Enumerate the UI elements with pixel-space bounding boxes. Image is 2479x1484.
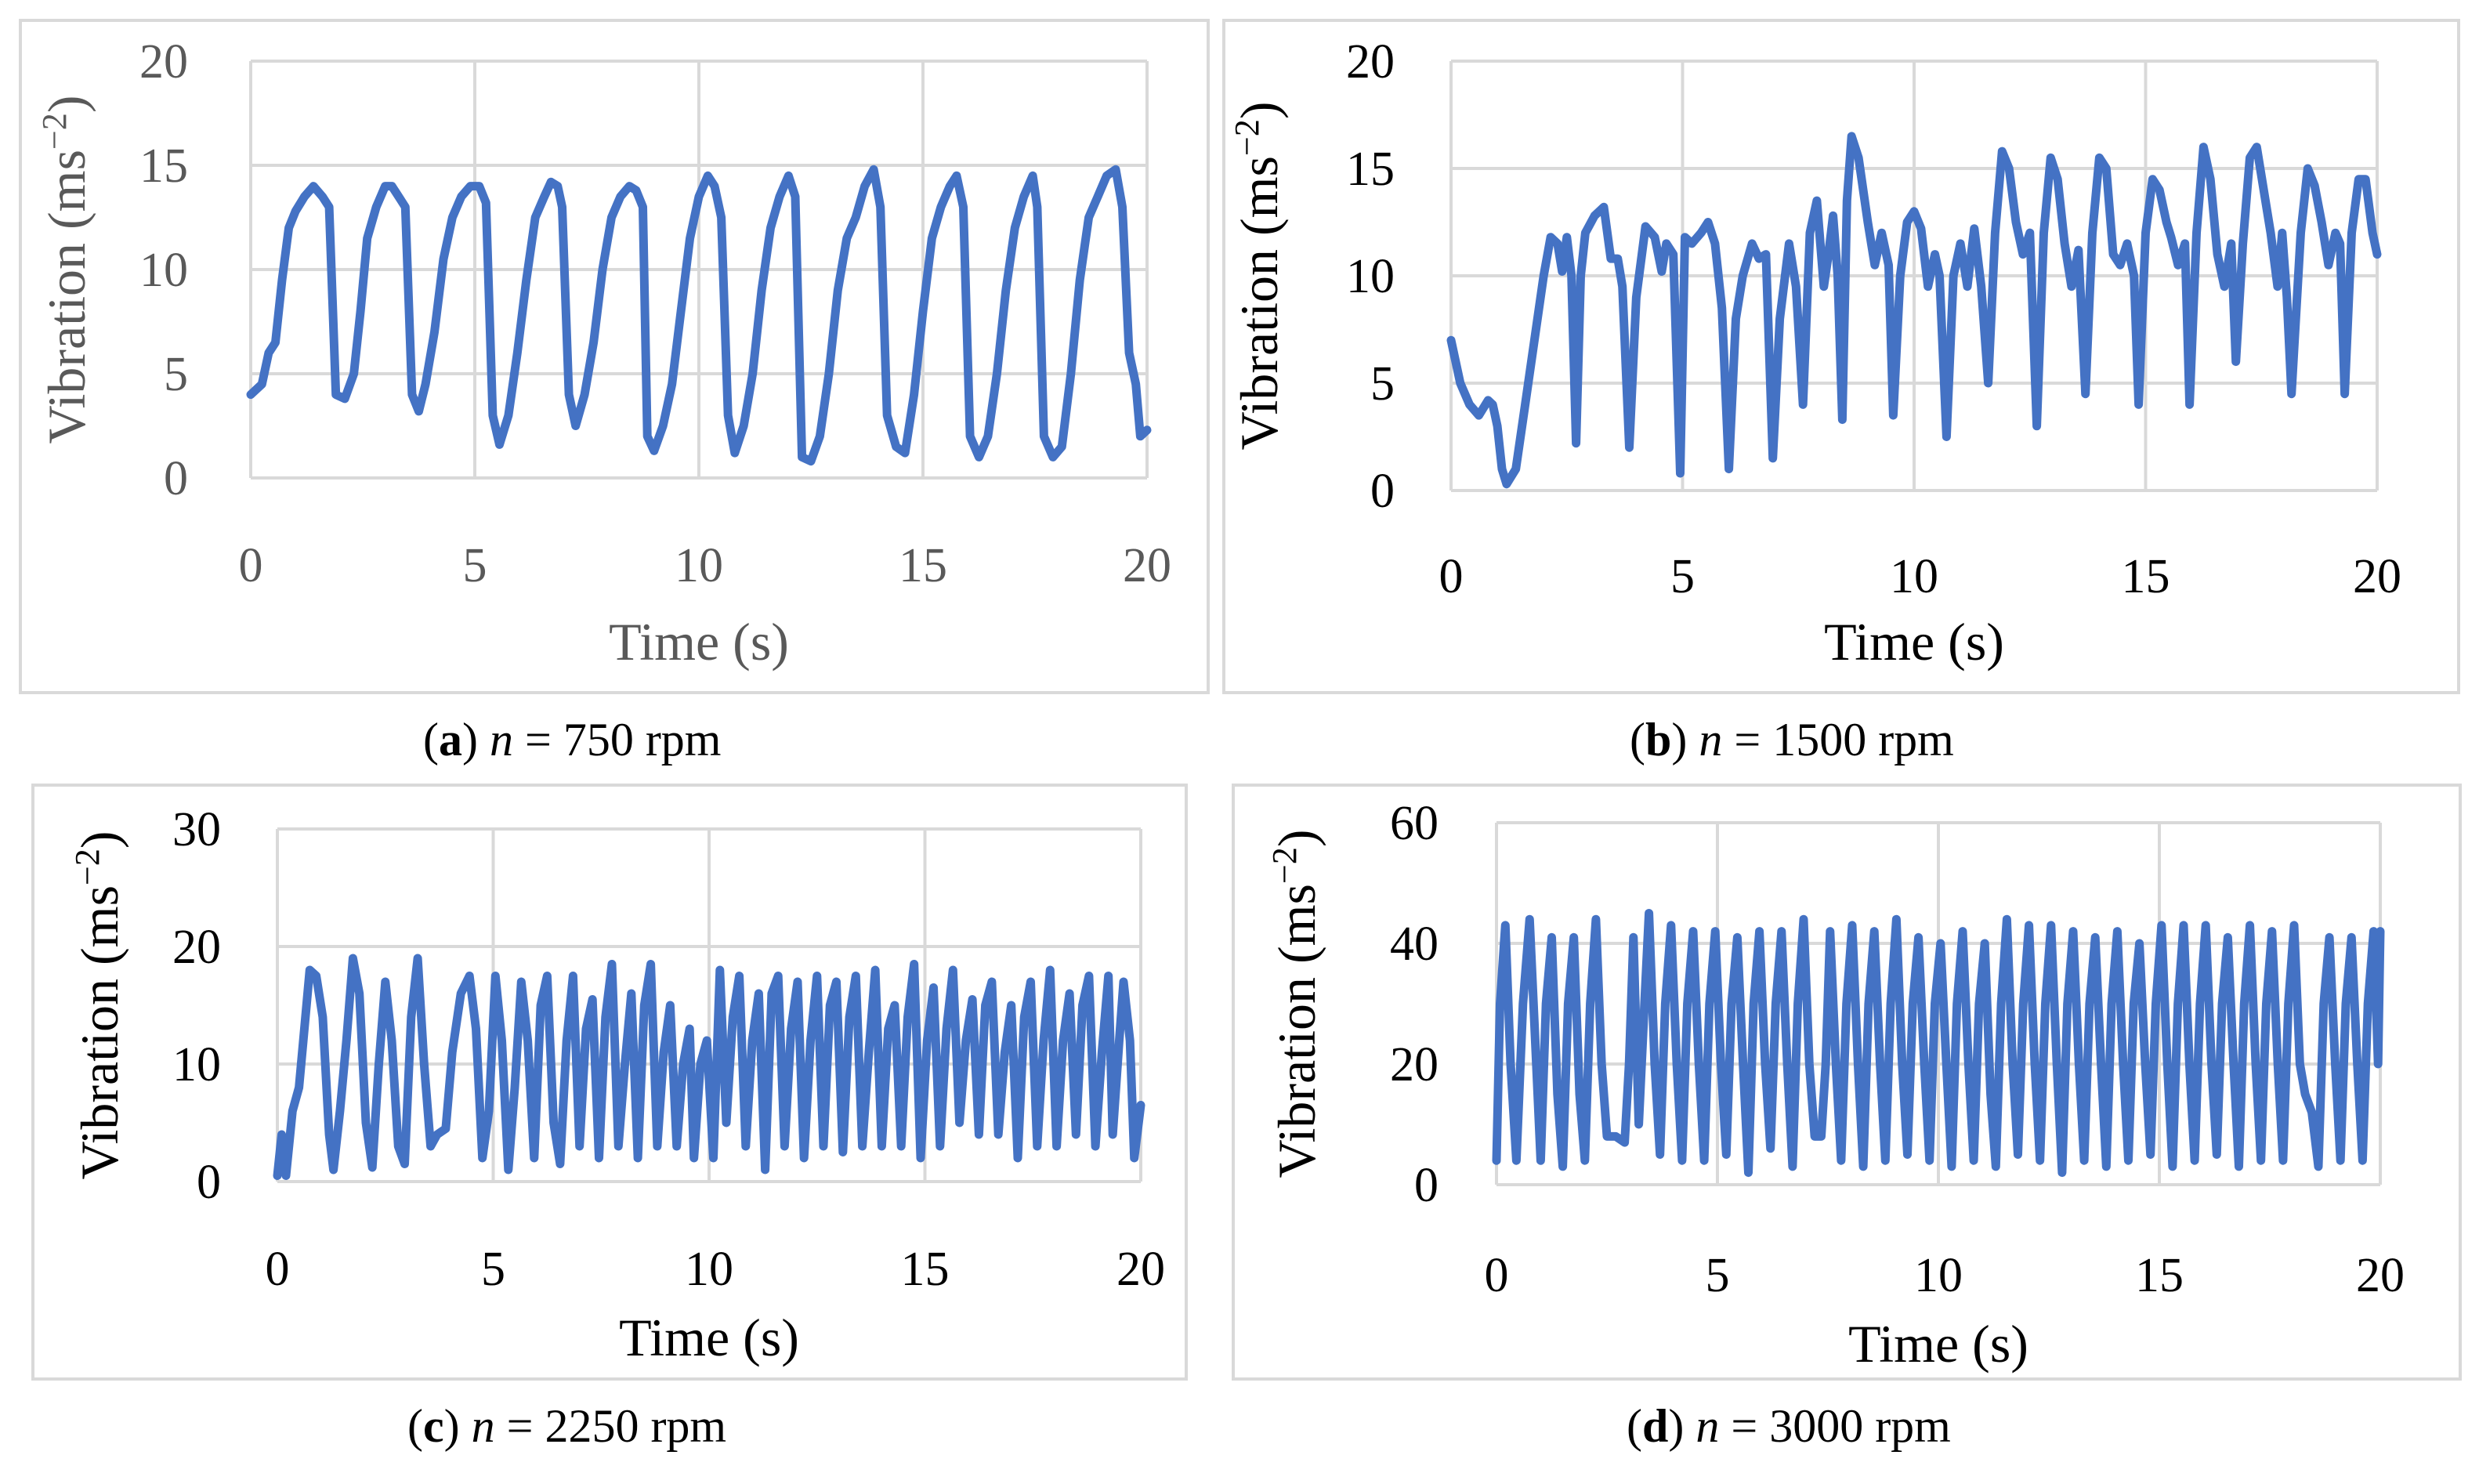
chart-d-xtick-label: 5 — [1706, 1249, 1730, 1302]
chart-d-ytick-label: 20 — [1390, 1038, 1439, 1091]
chart-a-xtick-label: 15 — [899, 539, 947, 592]
chart-b-xtick-label: 20 — [2353, 550, 2401, 603]
chart-b-series-line — [1446, 132, 2382, 489]
chart-b-xtick-label: 15 — [2122, 550, 2170, 603]
chart-a-series-line — [246, 165, 1152, 466]
chart-b-xtick-label: 10 — [1890, 550, 1938, 603]
chart-c-xtick-label: 15 — [901, 1243, 950, 1296]
chart-c-series-line — [273, 954, 1145, 1180]
caption-c: (c) n = 2250 rpm — [407, 1400, 727, 1452]
chart-a-ylabel: Vibration (ms−2) — [35, 95, 97, 443]
chart-d-ytick-label: 0 — [1414, 1159, 1439, 1212]
chart-a-ytick-label: 15 — [139, 139, 188, 193]
chart-a-ytick-label: 10 — [139, 244, 188, 297]
chart-d-ylabel: Vibration (ms−2) — [1265, 829, 1327, 1178]
chart-b-ytick-label: 20 — [1346, 35, 1395, 89]
chart-a-ytick-label: 5 — [164, 348, 188, 401]
panel-c-frame — [31, 784, 1188, 1381]
panel-b-frame — [1222, 19, 2460, 694]
chart-b-ytick-label: 0 — [1370, 465, 1395, 518]
caption-b: (b) n = 1500 rpm — [1630, 714, 1954, 766]
panel-d-frame — [1232, 784, 2462, 1381]
chart-a-xtick-label: 10 — [675, 539, 723, 592]
chart-a-xtick-label: 5 — [463, 539, 487, 592]
chart-d-xlabel: Time (s) — [1848, 1314, 2028, 1374]
chart-c-xlabel: Time (s) — [619, 1308, 799, 1367]
chart-d-xtick-label: 15 — [2135, 1249, 2184, 1302]
chart-d-ytick-label: 40 — [1390, 918, 1439, 971]
chart-c-xtick-label: 10 — [685, 1243, 733, 1296]
chart-c-xtick-label: 0 — [266, 1243, 290, 1296]
chart-b-ylabel: Vibration (ms−2) — [1228, 101, 1290, 450]
chart-b-xtick-label: 0 — [1439, 550, 1464, 603]
chart-b-xtick-label: 5 — [1670, 550, 1695, 603]
chart-b-xlabel: Time (s) — [1824, 612, 2004, 671]
chart-c-ytick-label: 30 — [172, 803, 221, 856]
chart-a-ytick-label: 0 — [164, 452, 188, 505]
chart-a-xtick-label: 0 — [239, 539, 263, 592]
chart-c-xtick-label: 20 — [1116, 1243, 1165, 1296]
chart-b-ytick-label: 15 — [1346, 143, 1395, 196]
panel-a-frame — [19, 19, 1210, 694]
caption-a: (a) n = 750 rpm — [423, 714, 722, 766]
caption-d: (d) n = 3000 rpm — [1627, 1400, 1951, 1452]
chart-c-ytick-label: 0 — [197, 1156, 221, 1209]
chart-d-xtick-label: 0 — [1485, 1249, 1509, 1302]
chart-c-ytick-label: 10 — [172, 1038, 221, 1091]
chart-a-xtick-label: 20 — [1123, 539, 1171, 592]
chart-a-xlabel: Time (s) — [609, 612, 789, 671]
chart-d-series-line — [1492, 909, 2385, 1178]
chart-c-ytick-label: 20 — [172, 921, 221, 974]
chart-c-xtick-label: 5 — [481, 1243, 505, 1296]
chart-d-xtick-label: 20 — [2356, 1249, 2405, 1302]
chart-b-ytick-label: 10 — [1346, 250, 1395, 303]
chart-c-ylabel: Vibration (ms−2) — [68, 831, 130, 1179]
chart-a-ytick-label: 20 — [139, 35, 188, 89]
chart-d-xtick-label: 10 — [1914, 1249, 1963, 1302]
chart-d-ytick-label: 60 — [1390, 797, 1439, 850]
chart-b-ytick-label: 5 — [1370, 357, 1395, 411]
